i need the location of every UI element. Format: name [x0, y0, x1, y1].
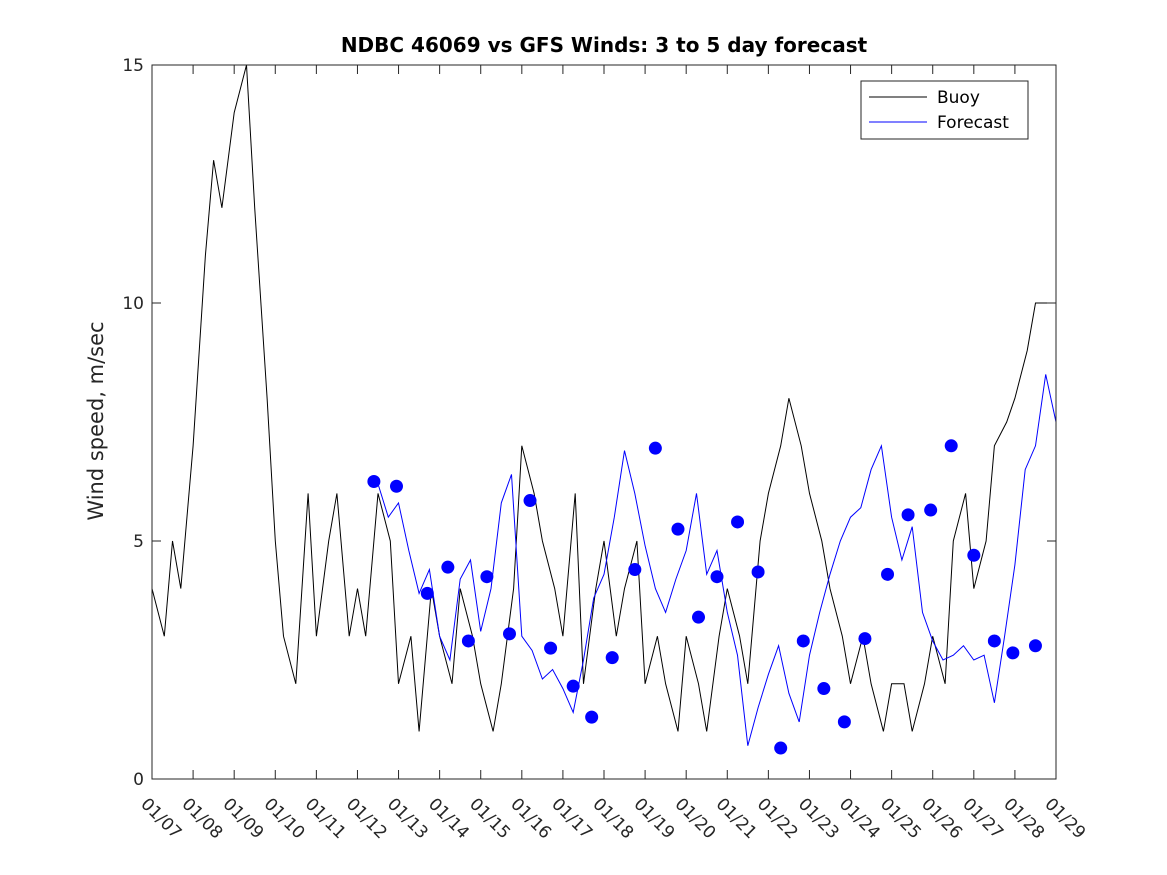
forecast-point	[944, 439, 958, 453]
x-tick-label: 01/29	[1040, 794, 1089, 843]
x-tick-label: 01/24	[835, 794, 884, 843]
x-tick-label: 01/08	[178, 794, 227, 843]
x-tick-label: 01/19	[630, 794, 679, 843]
forecast-point	[544, 641, 558, 655]
x-tick-label: 01/13	[383, 794, 432, 843]
forecast-point	[605, 651, 619, 665]
forecast-point	[648, 441, 662, 455]
legend-box	[860, 80, 1029, 140]
x-tick-label: 01/21	[712, 794, 761, 843]
x-tick-label: 01/17	[547, 794, 596, 843]
forecast-point	[751, 565, 765, 579]
x-tick-label: 01/26	[917, 794, 966, 843]
forecast-point	[731, 515, 745, 529]
forecast-point	[987, 634, 1001, 648]
forecast-point	[901, 508, 915, 522]
forecast-point	[967, 548, 981, 562]
forecast-point	[837, 715, 851, 729]
x-tick-label: 01/10	[260, 794, 309, 843]
forecast-point	[881, 567, 895, 581]
y-axis: 0 5 10 15	[122, 56, 1056, 790]
series-line-forecast	[377, 374, 1057, 746]
forecast-point	[461, 634, 475, 648]
forecast-point	[523, 494, 537, 508]
forecast-point	[774, 741, 788, 755]
legend-label-buoy: Buoy	[937, 88, 980, 108]
forecast-point	[420, 586, 434, 600]
legend: Buoy Forecast	[860, 80, 1029, 140]
series-line-buoy	[151, 64, 1056, 732]
x-tick-label: 01/27	[958, 794, 1007, 843]
forecast-point	[796, 634, 810, 648]
x-tick-label: 01/14	[424, 794, 473, 843]
forecast-point	[671, 522, 685, 536]
forecast-point	[924, 503, 938, 517]
forecast-point	[692, 610, 706, 624]
forecast-point	[817, 682, 831, 696]
series-layer	[151, 64, 1057, 746]
forecast-markers	[367, 439, 1042, 755]
y-axis-label: Wind speed, m/sec	[84, 321, 108, 520]
forecast-point	[710, 570, 724, 584]
chart-title: NDBC 46069 vs GFS Winds: 3 to 5 day fore…	[341, 33, 868, 57]
x-tick-label: 01/22	[753, 794, 802, 843]
plot-area	[152, 65, 1056, 779]
x-tick-label: 01/18	[588, 794, 637, 843]
x-tick-label: 01/28	[999, 794, 1048, 843]
x-tick-label: 01/20	[671, 794, 720, 843]
forecast-point	[566, 679, 580, 693]
forecast-point	[628, 563, 642, 577]
y-tick-label: 15	[122, 56, 144, 76]
forecast-point	[1028, 639, 1042, 653]
forecast-point	[480, 570, 494, 584]
y-tick-label: 0	[133, 770, 144, 790]
x-tick-label: 01/11	[301, 794, 350, 843]
legend-label-forecast: Forecast	[937, 113, 1009, 133]
y-tick-label: 10	[122, 294, 144, 314]
y-tick-label: 5	[133, 532, 144, 552]
x-tick-label: 01/09	[219, 794, 268, 843]
forecast-point	[1006, 646, 1020, 660]
forecast-point	[367, 475, 381, 488]
forecast-point	[585, 710, 599, 724]
forecast-point	[389, 479, 403, 493]
x-tick-label: 01/07	[136, 794, 185, 843]
x-tick-label: 01/12	[342, 794, 391, 843]
forecast-point	[858, 632, 872, 646]
x-tick-label: 01/23	[794, 794, 843, 843]
forecast-point	[502, 627, 516, 641]
x-tick-label: 01/16	[506, 794, 555, 843]
x-tick-label: 01/25	[876, 794, 925, 843]
forecast-point	[441, 560, 455, 574]
x-tick-label: 01/15	[465, 794, 514, 843]
